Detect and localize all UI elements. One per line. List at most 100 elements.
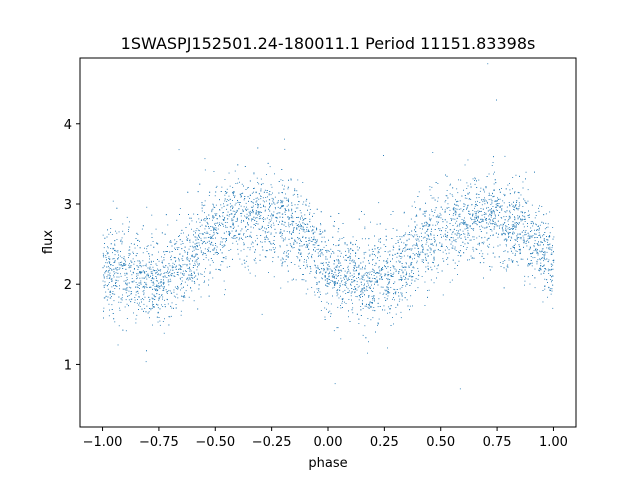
data-point: [123, 265, 125, 266]
data-point: [497, 198, 499, 200]
data-point: [500, 205, 502, 207]
data-point: [499, 206, 501, 208]
data-point: [125, 282, 126, 284]
data-point: [120, 240, 122, 242]
data-point: [467, 224, 469, 226]
data-point: [225, 226, 227, 228]
data-point: [380, 238, 381, 240]
data-point: [274, 251, 276, 253]
data-point: [426, 238, 428, 240]
data-point: [485, 200, 487, 202]
data-point: [334, 285, 336, 286]
data-point: [393, 266, 395, 267]
data-point: [212, 234, 214, 236]
data-point: [454, 268, 456, 269]
data-point: [518, 192, 520, 194]
data-point: [544, 288, 546, 290]
data-point: [522, 223, 524, 225]
data-point: [110, 243, 112, 245]
data-point: [534, 287, 536, 289]
data-point: [255, 197, 257, 199]
data-point: [549, 246, 551, 248]
data-point: [208, 195, 210, 196]
data-point: [469, 192, 470, 194]
data-point: [338, 270, 340, 272]
data-point: [457, 255, 459, 256]
data-point: [500, 266, 502, 267]
data-point: [133, 263, 135, 265]
data-point: [122, 294, 123, 296]
data-point: [316, 282, 318, 283]
data-point: [264, 238, 266, 240]
data-point: [247, 265, 249, 267]
data-point: [152, 269, 154, 271]
data-point: [400, 311, 402, 313]
data-point: [552, 268, 554, 270]
data-point: [457, 205, 459, 207]
data-point: [193, 213, 195, 215]
data-point: [371, 284, 372, 286]
data-point: [447, 247, 448, 249]
data-point: [490, 211, 492, 213]
data-point: [362, 308, 364, 309]
data-point: [114, 273, 115, 275]
data-point: [234, 195, 236, 197]
data-point: [172, 273, 174, 275]
data-point: [516, 208, 517, 210]
data-point: [395, 271, 397, 272]
data-point: [364, 305, 366, 307]
data-point: [363, 287, 365, 289]
data-point: [204, 232, 206, 233]
data-point: [130, 293, 132, 295]
data-point: [493, 195, 495, 197]
data-point: [524, 221, 526, 222]
data-point: [378, 202, 380, 204]
data-point: [288, 224, 289, 226]
data-point: [498, 203, 500, 204]
data-point: [204, 158, 206, 160]
data-point: [527, 265, 529, 267]
data-point: [531, 262, 533, 264]
data-point: [289, 231, 291, 232]
data-point: [130, 298, 132, 300]
data-point: [393, 297, 394, 298]
data-point: [351, 309, 353, 311]
data-point: [231, 237, 233, 239]
data-point: [252, 211, 254, 213]
data-point: [526, 240, 528, 241]
data-point: [345, 275, 347, 277]
data-point: [209, 264, 211, 266]
data-point: [293, 221, 295, 222]
data-point: [221, 245, 223, 246]
data-point: [119, 255, 121, 257]
data-point: [356, 284, 358, 285]
data-point: [428, 225, 430, 227]
data-point: [146, 278, 148, 280]
data-point: [113, 262, 115, 263]
data-point: [106, 276, 108, 277]
data-point: [321, 277, 323, 279]
data-point: [299, 260, 301, 262]
data-point: [394, 253, 396, 255]
data-point: [300, 252, 302, 254]
data-point: [387, 275, 389, 277]
data-point: [506, 206, 508, 208]
data-point: [328, 262, 330, 263]
data-point: [388, 306, 390, 308]
data-point: [143, 285, 145, 287]
data-point: [263, 221, 264, 222]
data-point: [128, 305, 129, 307]
data-point: [332, 275, 334, 277]
data-point: [259, 203, 261, 205]
data-point: [108, 256, 110, 258]
data-point: [230, 226, 232, 228]
data-point: [454, 203, 455, 205]
data-point: [255, 192, 257, 194]
data-point: [405, 244, 407, 245]
data-point: [389, 308, 390, 310]
data-point: [339, 285, 341, 286]
data-point: [142, 270, 144, 272]
data-point: [290, 250, 291, 252]
data-point: [139, 277, 141, 279]
data-point: [336, 289, 338, 291]
